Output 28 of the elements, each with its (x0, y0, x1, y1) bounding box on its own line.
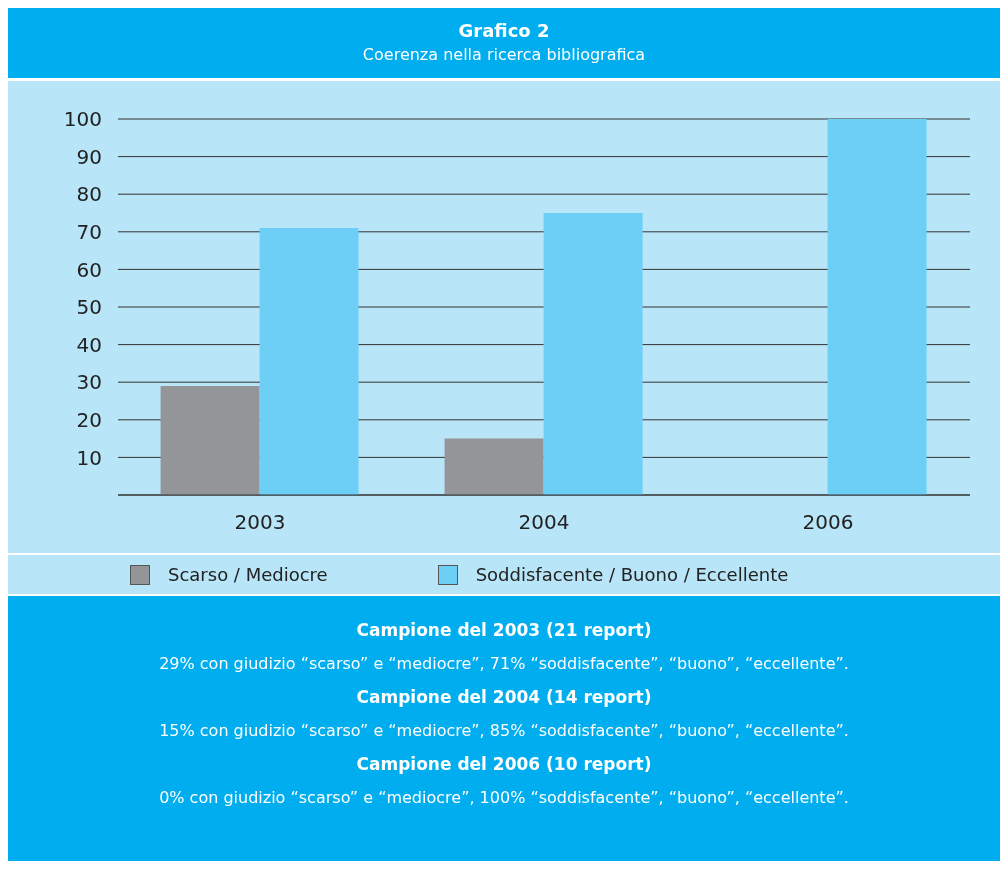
text: 29% con giudizio “scarso” e “mediocre”, 71% “soddisfacente”, “buono”, “eccellente”. (158, 654, 850, 673)
x-tick-label: 2003 (234, 510, 286, 535)
y-tick-label: 90 (76, 144, 102, 169)
x-tick-label: 2006 (802, 510, 854, 535)
chart-subtitle: Coerenza nella ricerca bibliografica (361, 45, 647, 64)
text: 0% con giudizio “scarso” e “mediocre”, 100% “soddisfacente”, “buono”, “eccellente”. (158, 788, 850, 807)
y-tick-label: 70 (76, 219, 102, 244)
y-tick-label: 50 (76, 295, 102, 320)
bar (160, 385, 260, 495)
y-tick-label: 30 (76, 370, 102, 395)
text: Campione del 2006 (10 report) (355, 754, 653, 774)
y-tick-label: 40 (76, 332, 102, 357)
text: Campione del 2004 (14 report) (355, 687, 653, 707)
y-tick-label: 10 (76, 445, 102, 470)
bar (444, 438, 544, 495)
chart-title: Grafico 2 (457, 20, 551, 41)
y-tick-label: 100 (63, 107, 102, 132)
bar (259, 228, 359, 495)
legend-label: Soddisfacente / Buono / Eccellente (475, 564, 789, 585)
legend-label: Scarso / Mediocre (168, 564, 328, 585)
y-tick-label: 60 (76, 257, 102, 282)
x-tick-label: 2004 (518, 510, 570, 535)
bar (827, 119, 927, 495)
y-tick-label: 20 (76, 407, 102, 432)
bar (543, 213, 643, 495)
text: Campione del 2003 (21 report) (355, 620, 653, 640)
text: 15% con giudizio “scarso” e “mediocre”, 85% “soddisfacente”, “buono”, “eccellente”. (158, 721, 850, 740)
y-tick-label: 80 (76, 182, 102, 207)
